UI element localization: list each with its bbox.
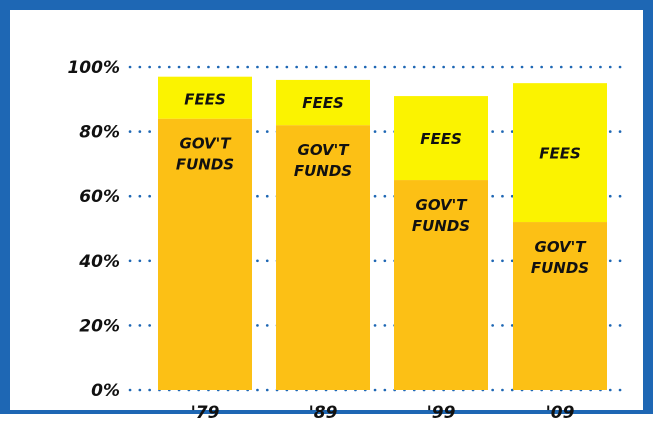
- segment-label-govt-funds-3-1: FUNDS: [531, 259, 589, 277]
- segment-label-govt-funds-0-1: FUNDS: [176, 156, 234, 174]
- ytick-label-0: 0%: [91, 381, 120, 401]
- xtick-label-1: '89: [309, 403, 338, 423]
- segment-label-fees-2: FEES: [420, 130, 462, 148]
- segment-label-govt-funds-2-0: GOV'T: [416, 196, 469, 214]
- stacked-bar-chart: 0% 20% 40% 60% 80% 100% GOV'T FUNDS FEES '79 GOV'T…: [67, 58, 630, 423]
- ytick-label-2: 40%: [78, 252, 120, 272]
- segment-label-govt-funds-3-0: GOV'T: [535, 238, 588, 256]
- segment-label-govt-funds-1-0: GOV'T: [298, 141, 351, 159]
- bar-fees-1: [276, 79, 370, 126]
- segment-label-fees-0: FEES: [184, 91, 226, 109]
- bar-fees-3: [513, 83, 607, 223]
- segment-label-govt-funds-2-1: FUNDS: [412, 217, 470, 235]
- ytick-label-5: 100%: [67, 58, 120, 78]
- bar-govt-funds-1: [276, 125, 370, 390]
- bar-fees-0: [158, 76, 252, 119]
- xtick-label-0: '79: [191, 403, 220, 423]
- bar-fees-2: [394, 96, 488, 181]
- segment-label-govt-funds-1-1: FUNDS: [294, 162, 352, 180]
- xtick-label-3: '09: [546, 403, 575, 423]
- segment-label-fees-1: FEES: [302, 94, 344, 112]
- ytick-label-1: 20%: [79, 316, 120, 336]
- bar-govt-funds-2: [394, 180, 488, 390]
- bar-govt-funds-0: [158, 118, 252, 391]
- segment-label-fees-3: FEES: [539, 145, 581, 163]
- ytick-label-3: 60%: [79, 187, 120, 207]
- ytick-label-4: 80%: [79, 123, 120, 143]
- segment-label-govt-funds-0-0: GOV'T: [180, 135, 233, 153]
- xtick-label-2: '99: [427, 403, 456, 423]
- bar-govt-funds-3: [513, 222, 607, 390]
